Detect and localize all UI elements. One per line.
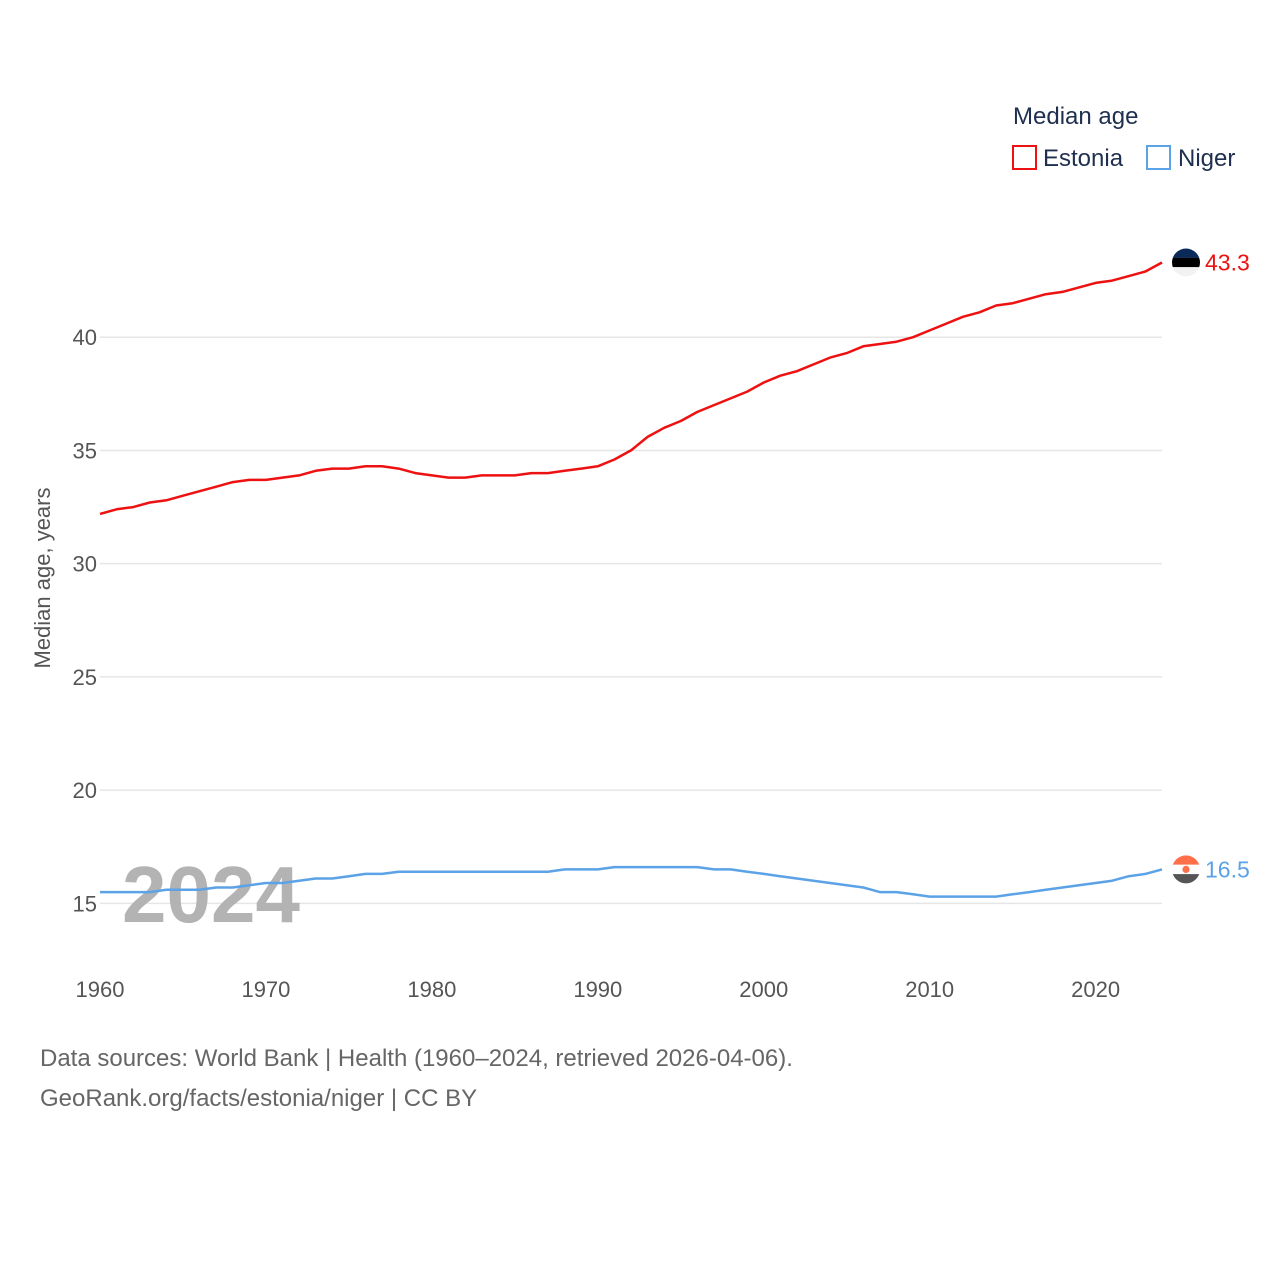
y-tick-label: 30 — [73, 552, 97, 577]
x-tick-label: 2000 — [739, 977, 788, 1002]
y-tick-label: 40 — [73, 325, 97, 350]
legend-item-niger[interactable]: Niger — [1146, 145, 1235, 172]
gridlines — [100, 336, 1162, 905]
x-tick-label: 1990 — [573, 977, 622, 1002]
x-tick-label: 2020 — [1071, 977, 1120, 1002]
y-tick-label: 20 — [73, 778, 97, 803]
y-tick-label: 35 — [73, 438, 97, 463]
year-watermark: 2024 — [122, 850, 300, 939]
legend-swatch-estonia — [1012, 145, 1037, 170]
x-tick-label: 1970 — [241, 977, 290, 1002]
legend-label-niger: Niger — [1178, 145, 1235, 172]
legend-swatch-niger — [1146, 145, 1171, 170]
estonia-end-value: 43.3 — [1205, 250, 1250, 276]
source-line-2[interactable]: GeoRank.org/facts/estonia/niger | CC BY — [40, 1085, 478, 1112]
estonia-flag-icon — [1172, 248, 1200, 277]
series-lines — [99, 261, 1163, 898]
legend-label-estonia: Estonia — [1043, 145, 1124, 172]
series-line-niger[interactable] — [100, 865, 1163, 898]
y-tick-label: 25 — [73, 665, 97, 690]
x-axis-ticks: 1960 1970 1980 1990 2000 2010 2020 — [76, 977, 1121, 1002]
source-line-1: Data sources: World Bank | Health (1960–… — [40, 1045, 793, 1072]
series-line-estonia[interactable] — [99, 261, 1163, 516]
legend-title: Median age — [1013, 103, 1138, 130]
x-tick-label: 2010 — [905, 977, 954, 1002]
x-tick-label: 1980 — [407, 977, 456, 1002]
y-axis-title: Median age, years — [30, 488, 55, 669]
niger-end-value: 16.5 — [1205, 856, 1250, 882]
legend-item-estonia[interactable]: Estonia — [1012, 145, 1124, 172]
niger-flag-icon — [1172, 855, 1200, 884]
y-axis-ticks: 15 20 25 30 35 40 — [73, 325, 97, 916]
x-tick-label: 1960 — [76, 977, 125, 1002]
legend: Median age Estonia Niger — [1012, 103, 1235, 172]
y-tick-label: 15 — [73, 891, 97, 916]
